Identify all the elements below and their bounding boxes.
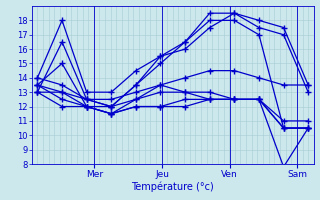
- X-axis label: Température (°c): Température (°c): [132, 181, 214, 192]
